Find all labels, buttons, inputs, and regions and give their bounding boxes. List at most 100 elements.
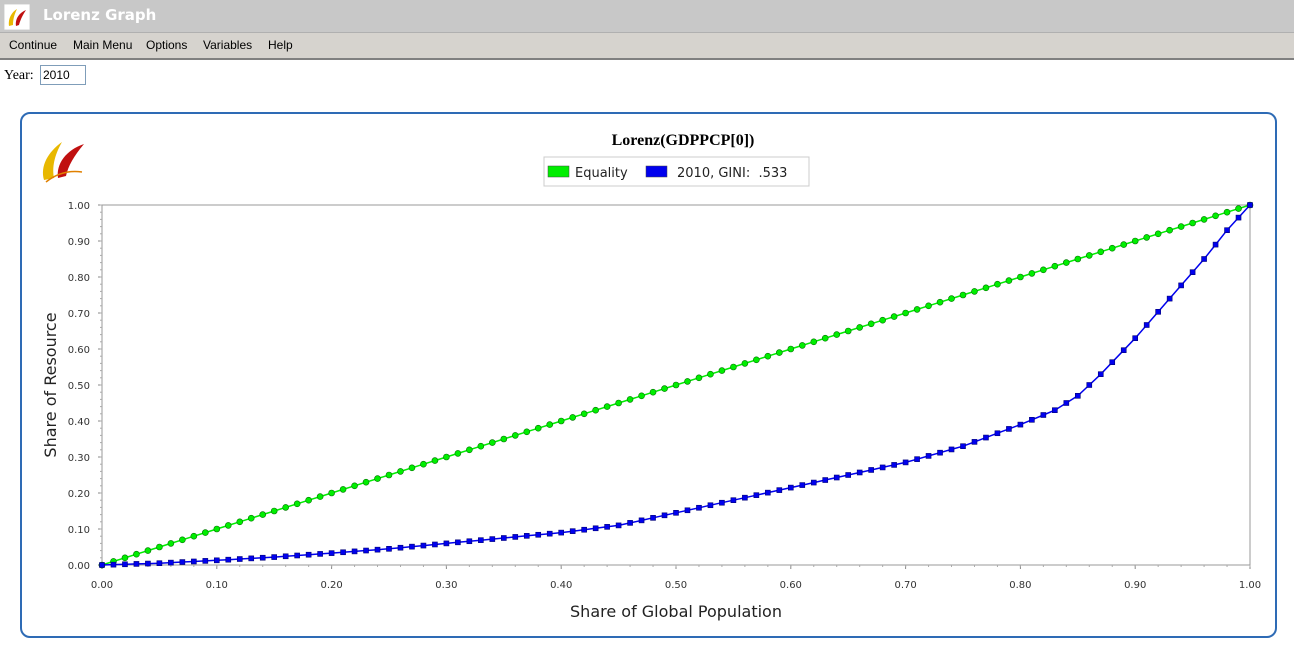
equality-point: [1028, 270, 1036, 277]
lorenz-point: [1097, 371, 1104, 378]
lorenz-point: [673, 509, 679, 516]
x-tick-label: 0.80: [1009, 580, 1031, 591]
x-tick-label: 0.70: [894, 580, 916, 591]
chart-legend: Equality 2010, GINI: .533: [543, 156, 810, 187]
lorenz-point: [1017, 421, 1024, 428]
equality-point: [1040, 266, 1047, 274]
year-input[interactable]: [40, 65, 86, 85]
lorenz-point: [719, 499, 725, 506]
equality-point: [776, 349, 783, 356]
chart-logo-icon: [32, 132, 94, 187]
lorenz-point: [856, 469, 863, 476]
x-tick-label: 0.00: [91, 580, 113, 591]
equality-point: [1120, 241, 1128, 248]
lorenz-point: [742, 494, 748, 501]
lorenz-point: [902, 459, 909, 466]
equality-point: [1131, 237, 1139, 245]
equality-point: [489, 439, 496, 446]
lorenz-point: [891, 462, 897, 468]
equality-point: [730, 363, 737, 371]
lorenz-point: [455, 539, 461, 546]
lorenz-point: [810, 479, 817, 486]
equality-point: [420, 460, 427, 468]
y-axis-label: Share of Resource: [41, 312, 60, 457]
lorenz-point: [994, 430, 1001, 437]
equality-point: [351, 482, 358, 490]
equality-point: [1051, 262, 1059, 270]
equality-point: [1200, 216, 1208, 223]
lorenz-point: [294, 552, 300, 559]
equality-point: [156, 543, 163, 551]
equality-point: [649, 388, 657, 396]
equality-point: [1085, 252, 1093, 259]
lorenz-point: [753, 492, 760, 498]
menu-main-menu[interactable]: Main Menu: [73, 38, 133, 52]
equality-point: [1212, 212, 1219, 220]
lorenz-point: [833, 474, 840, 481]
year-label: Year:: [4, 68, 34, 83]
menu-continue[interactable]: Continue: [9, 38, 58, 52]
lorenz-point: [489, 536, 496, 542]
equality-point: [374, 475, 381, 482]
equality-point: [994, 280, 1001, 288]
equality-point: [328, 489, 335, 497]
x-tick-label: 0.60: [780, 580, 802, 591]
lorenz-point: [478, 537, 484, 543]
lorenz-point: [512, 534, 519, 540]
equality-point: [443, 453, 450, 461]
lorenz-point: [776, 487, 783, 493]
lorenz-point: [1201, 256, 1207, 262]
lorenz-point: [1189, 269, 1196, 276]
y-tick-label: 0.20: [68, 489, 90, 500]
lorenz-point: [99, 562, 105, 568]
lorenz-point: [730, 497, 737, 504]
lorenz-point: [696, 504, 702, 511]
y-tick-label: 0.90: [68, 237, 90, 248]
lorenz-point: [822, 477, 829, 483]
y-tick-label: 0.80: [68, 273, 90, 284]
lorenz-point: [351, 548, 358, 555]
equality-point: [557, 417, 565, 425]
equality-point: [144, 547, 152, 554]
legend-label-equality: Equality: [575, 166, 628, 181]
equality-point: [1005, 277, 1013, 284]
lorenz-point: [604, 524, 610, 530]
lorenz-point: [627, 520, 633, 526]
menu-variables[interactable]: Variables: [203, 38, 253, 52]
lorenz-point: [466, 538, 473, 545]
lorenz-point: [420, 542, 427, 549]
menu-help[interactable]: Help: [268, 38, 293, 52]
equality-point: [798, 342, 806, 349]
series-lorenz: [99, 202, 1253, 568]
lorenz-point: [558, 529, 565, 536]
equality-point: [821, 334, 829, 342]
x-tick-label: 0.10: [206, 580, 228, 591]
lorenz-point: [122, 561, 128, 568]
y-tick-label: 0.10: [68, 525, 90, 536]
lorenz-point: [581, 526, 587, 533]
lorenz-point: [638, 517, 645, 524]
equality-point: [1063, 259, 1070, 266]
lorenz-point: [799, 482, 806, 488]
lorenz-point: [765, 489, 771, 496]
equality-point: [534, 424, 542, 432]
equality-point: [936, 298, 944, 306]
equality-point: [397, 468, 404, 475]
equality-point: [523, 428, 531, 436]
lorenz-point: [409, 543, 415, 550]
x-tick-label: 0.40: [550, 580, 572, 591]
lorenz-point: [225, 556, 232, 563]
equality-point: [844, 327, 852, 335]
lorenz-point: [569, 528, 576, 534]
lorenz-point: [615, 522, 622, 529]
equality-point: [236, 518, 244, 526]
y-tick-label: 0.70: [68, 309, 90, 320]
lorenz-point: [845, 472, 852, 478]
equality-point: [466, 446, 473, 454]
app-logo-icon: [4, 4, 30, 30]
lorenz-point: [1178, 282, 1184, 289]
equality-point: [408, 464, 416, 472]
menu-bar: Continue Main Menu Options Variables Hel…: [0, 33, 1294, 60]
lorenz-point: [1155, 308, 1161, 315]
menu-options[interactable]: Options: [146, 38, 188, 52]
